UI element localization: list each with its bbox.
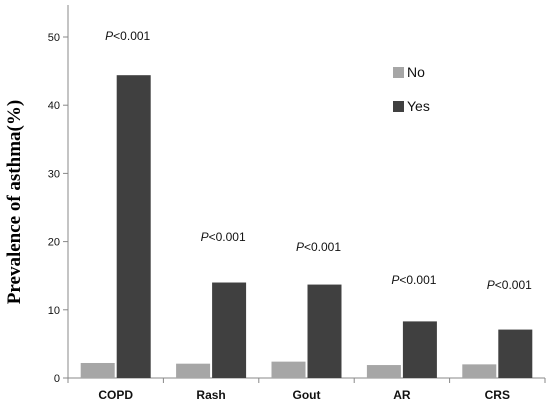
legend-swatch-yes [393,101,404,112]
bar-yes-rash [212,282,247,378]
x-tick-label: CRS [485,388,510,402]
y-tick-label: 40 [48,100,60,112]
x-tick-label: AR [393,388,411,402]
y-tick-label: 0 [54,373,60,385]
bar-yes-gout [307,284,342,378]
y-tick-label: 50 [48,32,60,44]
bar-yes-copd [116,75,151,378]
labels: COPD P<0.001 Rash P<0.001 Gout P<0.001 AR P<0.0… [98,29,532,402]
p-value-annotation: P<0.001 [487,278,532,292]
x-tick-label: Gout [293,388,321,402]
x-tick-label: COPD [98,388,133,402]
y-tick-label: 30 [48,168,60,180]
y-axis-label: Prevalence of asthma(%) [4,100,25,304]
legend-label-yes: Yes [407,98,430,114]
y-tick-label: 10 [48,305,60,317]
bar-no-rash [176,363,211,378]
bar-no-ar [366,365,401,378]
bars [80,75,533,378]
y-tick-label: 20 [48,237,60,249]
bar-no-crs [462,364,497,378]
bar-no-gout [271,361,306,378]
bar-yes-crs [498,329,533,378]
p-value-annotation: P<0.001 [296,240,341,254]
legend-label-no: No [407,64,425,80]
bar-no-copd [80,362,115,378]
p-value-annotation: P<0.001 [105,29,150,43]
bar-yes-ar [402,321,437,378]
legend-swatch-no [393,67,404,78]
p-value-annotation: P<0.001 [201,230,246,244]
p-value-annotation: P<0.001 [391,273,436,287]
x-tick-label: Rash [196,388,225,402]
legend: No Yes [393,64,430,114]
